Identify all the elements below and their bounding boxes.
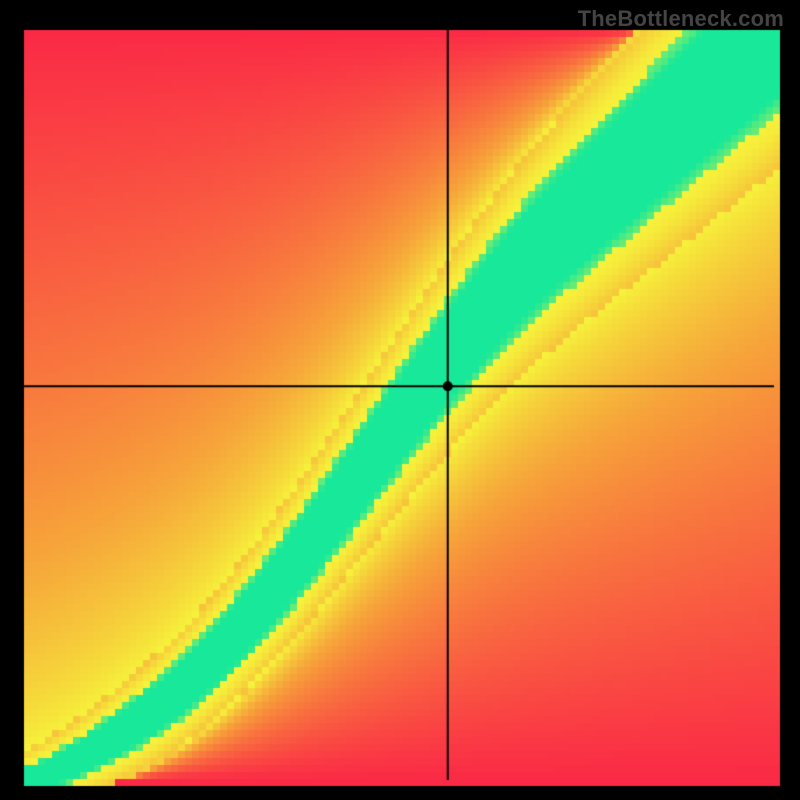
watermark-label: TheBottleneck.com	[578, 6, 784, 32]
chart-container: TheBottleneck.com	[0, 0, 800, 800]
heatmap-canvas	[0, 0, 800, 800]
